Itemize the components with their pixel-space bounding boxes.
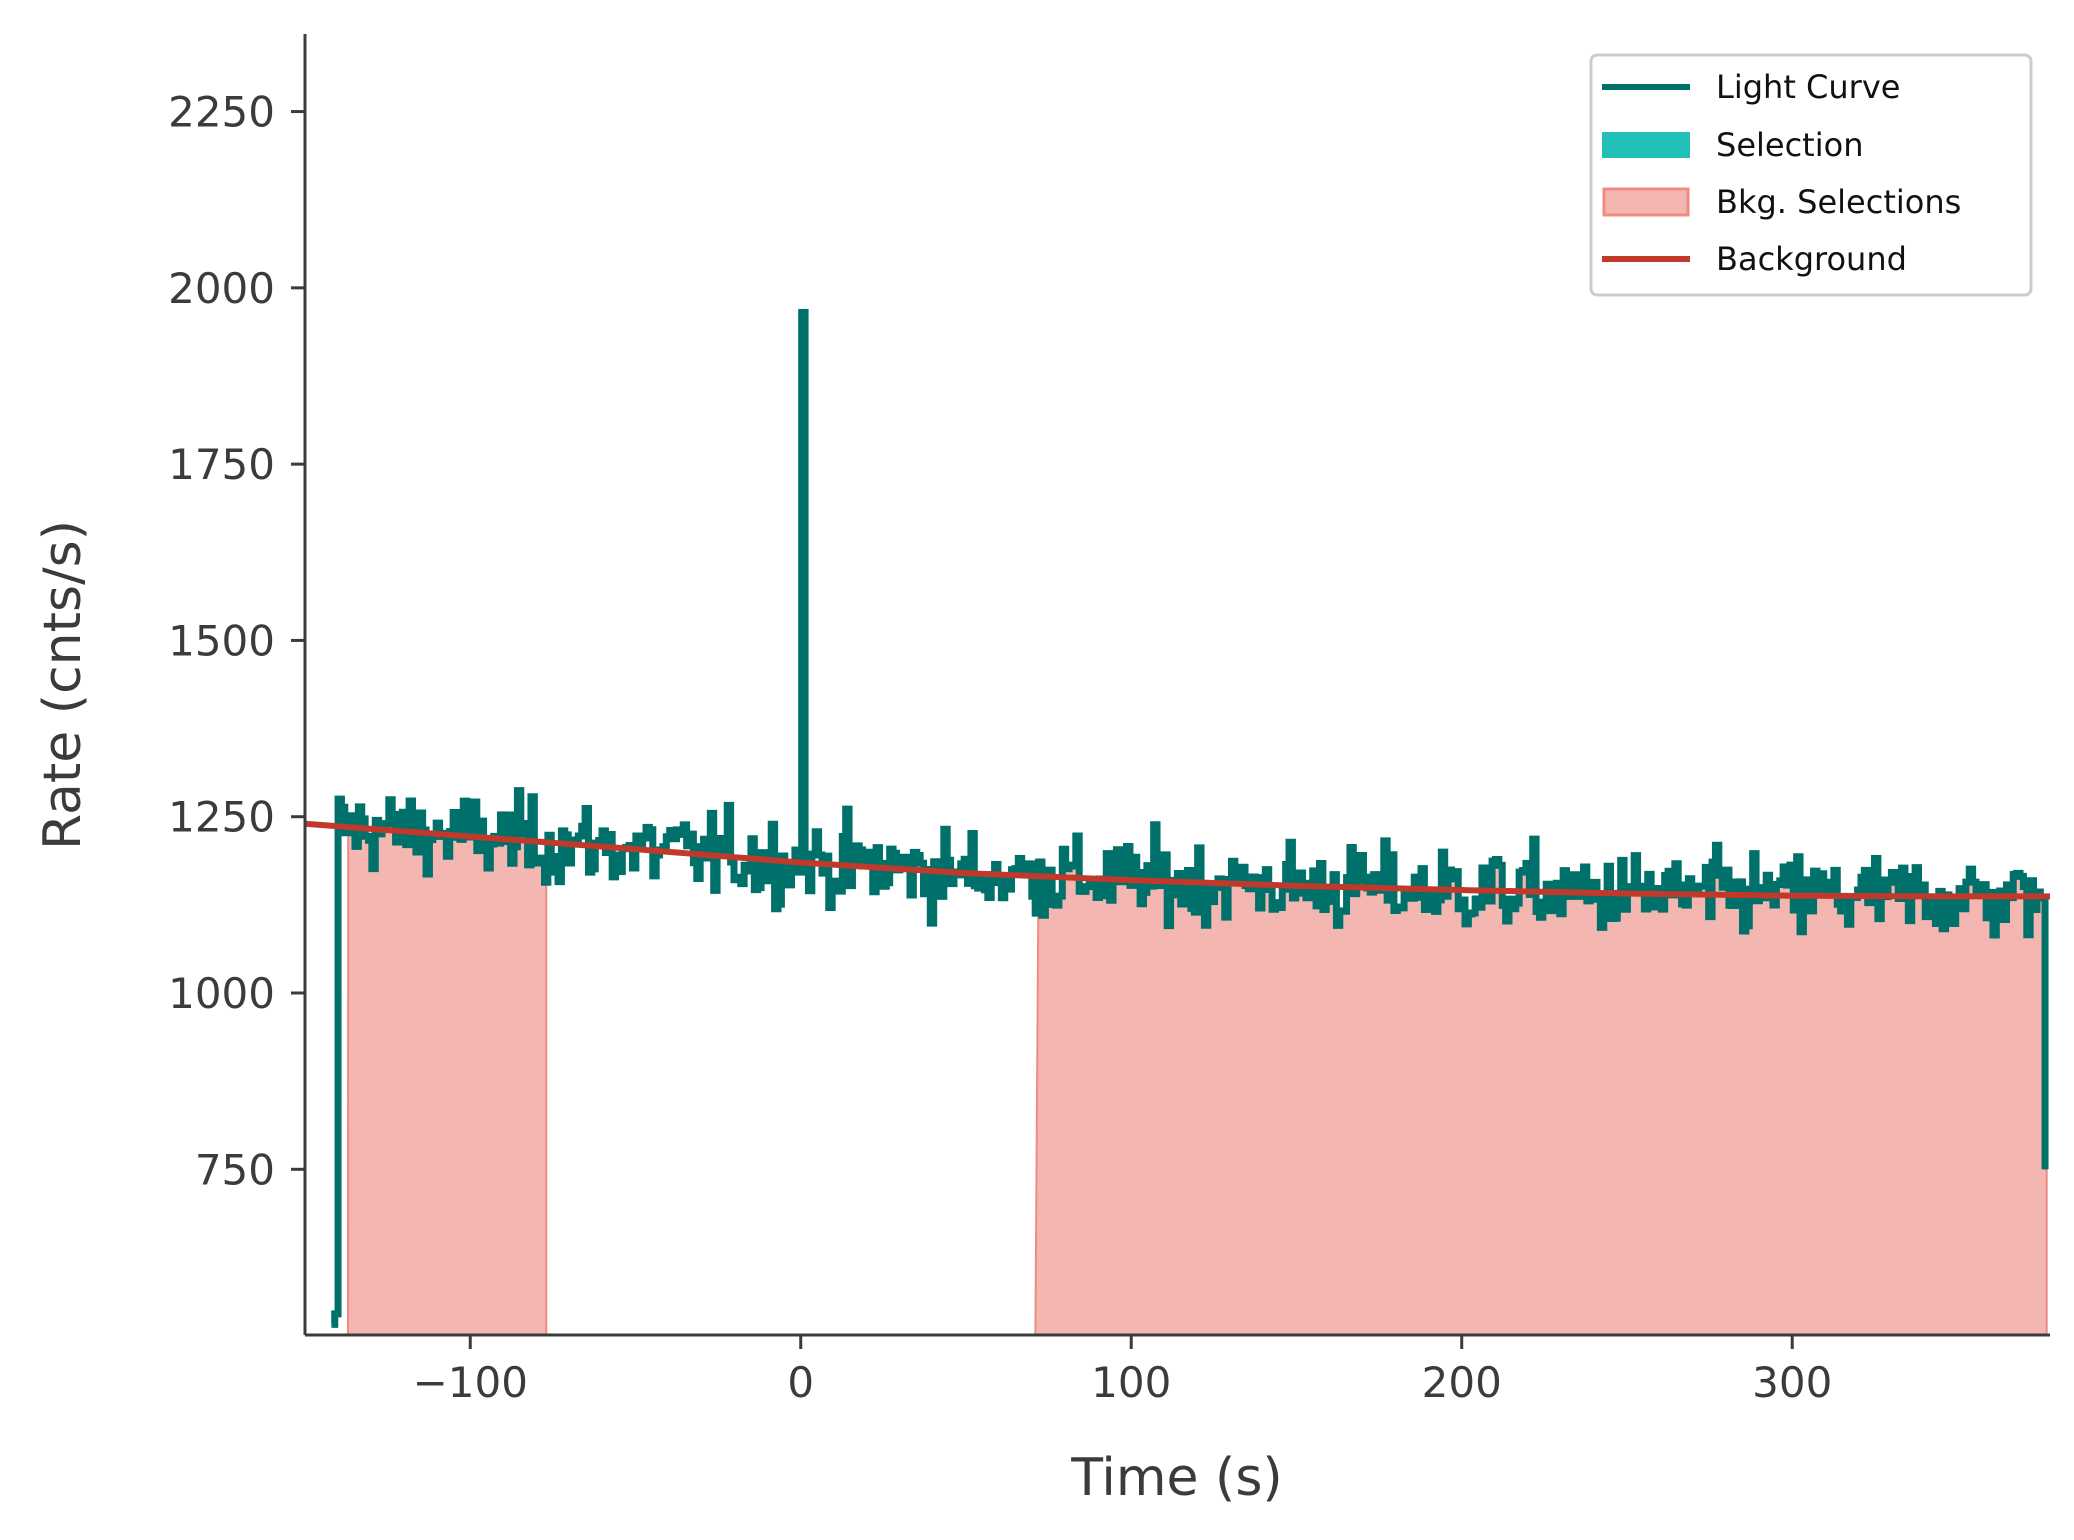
y-tick-label: 1500 bbox=[168, 616, 275, 665]
axes bbox=[303, 34, 2050, 1337]
y-tick-label: 2250 bbox=[168, 88, 275, 137]
legend-selection-label: Selection bbox=[1716, 126, 1863, 164]
x-tick-label: 300 bbox=[1752, 1358, 1832, 1407]
x-ticks: −100 0 100 200 300 bbox=[413, 1335, 1832, 1407]
y-tick-label: 1750 bbox=[168, 440, 275, 489]
x-tick-label: −100 bbox=[413, 1358, 528, 1407]
background-fit-layer bbox=[304, 820, 2050, 900]
legend-selection-swatch bbox=[1602, 132, 1690, 158]
legend-background-label: Background bbox=[1716, 240, 1907, 278]
bkg-selection-region-1 bbox=[346, 789, 548, 1336]
x-tick-label: 200 bbox=[1422, 1358, 1502, 1407]
x-tick-label: 0 bbox=[787, 1358, 814, 1407]
x-tick-label: 100 bbox=[1091, 1358, 1171, 1407]
y-ticks: 750 1000 1250 1500 1750 2000 2250 bbox=[168, 88, 305, 1194]
y-tick-label: 2000 bbox=[168, 264, 275, 313]
background-fit-line bbox=[304, 820, 2050, 900]
y-tick-label: 1000 bbox=[168, 969, 275, 1018]
legend-bkg-selections-label: Bkg. Selections bbox=[1716, 183, 1961, 221]
legend: Light Curve Selection Bkg. Selections Ba… bbox=[1589, 53, 2033, 297]
legend-frame bbox=[1589, 53, 2033, 297]
y-axis-title: Rate (cnts/s) bbox=[33, 520, 93, 850]
x-axis-title: Time (s) bbox=[1070, 1448, 1282, 1508]
legend-light-curve-label: Light Curve bbox=[1716, 68, 1900, 106]
legend-bkg-selections-swatch bbox=[1602, 187, 1690, 217]
y-tick-label: 1250 bbox=[168, 793, 275, 842]
y-tick-label: 750 bbox=[195, 1145, 275, 1194]
